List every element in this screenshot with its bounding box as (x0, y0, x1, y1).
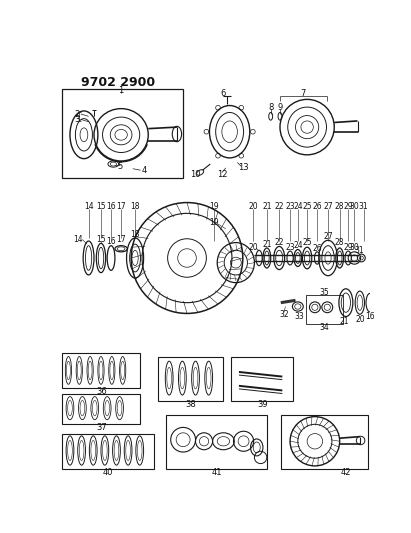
Text: 32: 32 (279, 310, 289, 319)
Text: 26: 26 (312, 244, 322, 253)
Text: 25: 25 (302, 202, 312, 211)
Text: 22: 22 (275, 238, 284, 247)
Text: 27: 27 (323, 232, 333, 241)
Text: 6: 6 (221, 90, 226, 99)
Text: 16: 16 (106, 237, 116, 246)
Bar (281, 415, 367, 469)
Text: 19: 19 (209, 218, 219, 227)
Text: 24: 24 (293, 241, 302, 250)
Bar (62, 353, 140, 388)
Text: 25: 25 (302, 238, 312, 247)
Text: 42: 42 (341, 467, 351, 477)
Text: 41: 41 (211, 467, 222, 477)
Text: 17: 17 (116, 235, 126, 244)
Text: 14: 14 (84, 202, 93, 211)
Text: 20: 20 (355, 315, 365, 324)
Text: 15: 15 (96, 202, 106, 211)
Text: 28: 28 (335, 238, 344, 247)
Text: 7: 7 (300, 88, 306, 98)
Text: 18: 18 (130, 230, 140, 239)
Text: 1: 1 (118, 86, 124, 95)
Text: 29: 29 (343, 243, 353, 252)
Text: 3: 3 (74, 115, 80, 124)
Text: 36: 36 (96, 387, 107, 395)
Text: 30: 30 (349, 244, 359, 253)
Bar (166, 415, 267, 469)
Text: 30: 30 (349, 202, 359, 211)
Text: 23: 23 (285, 243, 295, 252)
Text: 27: 27 (323, 202, 333, 211)
Text: 9: 9 (277, 103, 283, 112)
Text: 9702 2900: 9702 2900 (81, 76, 155, 90)
Text: 20: 20 (248, 202, 258, 211)
Text: 17: 17 (116, 202, 126, 211)
Bar (62, 433, 154, 469)
Text: 35: 35 (319, 288, 329, 297)
Text: 15: 15 (96, 235, 106, 244)
Text: 16: 16 (106, 202, 116, 211)
Text: 13: 13 (238, 164, 249, 172)
Text: 4: 4 (142, 166, 147, 175)
Bar (231, 357, 293, 401)
Text: 2: 2 (74, 109, 80, 118)
Text: 16: 16 (365, 312, 375, 321)
Text: 22: 22 (275, 202, 284, 211)
Text: 8: 8 (268, 103, 273, 112)
Bar (62, 393, 140, 424)
Text: 31: 31 (354, 246, 364, 255)
Text: 37: 37 (96, 423, 107, 432)
Text: 21: 21 (262, 240, 272, 248)
Text: 40: 40 (103, 467, 113, 477)
Text: 28: 28 (335, 202, 344, 211)
Bar (62, 88, 183, 178)
Text: 29: 29 (343, 202, 353, 211)
Text: 5: 5 (117, 162, 122, 171)
Bar (305, 295, 343, 324)
Text: 38: 38 (185, 400, 196, 409)
Text: 31: 31 (359, 202, 369, 211)
Bar (158, 357, 224, 401)
Text: 12: 12 (217, 169, 227, 179)
Text: 23: 23 (285, 202, 295, 211)
Text: 20: 20 (248, 243, 258, 252)
Text: 10: 10 (190, 169, 201, 179)
Text: 39: 39 (257, 400, 268, 409)
Text: 19: 19 (209, 202, 219, 211)
Text: 21: 21 (339, 317, 349, 326)
Text: 26: 26 (312, 202, 322, 211)
Text: 21: 21 (262, 202, 272, 211)
Text: 33: 33 (295, 312, 304, 321)
Text: 14: 14 (73, 235, 83, 244)
Text: 24: 24 (293, 202, 302, 211)
Text: 18: 18 (130, 202, 140, 211)
Text: 34: 34 (319, 323, 329, 332)
